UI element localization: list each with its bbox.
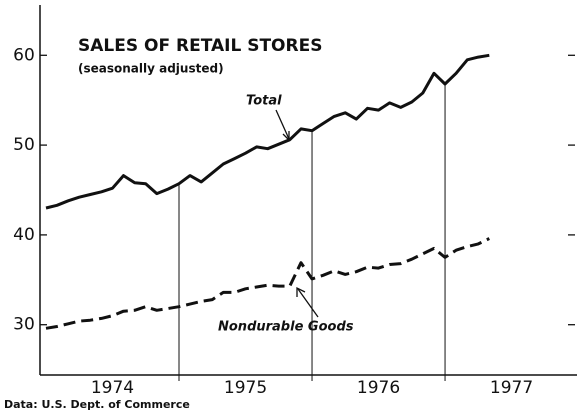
series-annotation: Nondurable Goods xyxy=(218,320,354,335)
annotation-arrow xyxy=(297,288,319,318)
source-note: Data: U.S. Dept. of Commerce xyxy=(4,398,190,411)
series-line xyxy=(45,237,490,330)
arrow-head xyxy=(296,286,306,297)
x-tick-label: 1975 xyxy=(224,378,267,398)
y-tick-label: 40 xyxy=(13,225,35,245)
y-tick-label: 60 xyxy=(13,45,35,65)
chart-title: SALES OF RETAIL STORES xyxy=(78,36,322,56)
annotation-arrow xyxy=(275,109,290,140)
x-tick-label: 1974 xyxy=(91,378,134,398)
series-annotation: Total xyxy=(246,94,282,109)
x-tick-label: 1976 xyxy=(357,378,400,398)
series-line xyxy=(45,53,490,210)
chart-subtitle: (seasonally adjusted) xyxy=(78,62,224,76)
y-tick-label: 50 xyxy=(13,135,35,155)
y-tick-label: 30 xyxy=(13,315,35,335)
x-tick-label: 1977 xyxy=(490,378,533,398)
